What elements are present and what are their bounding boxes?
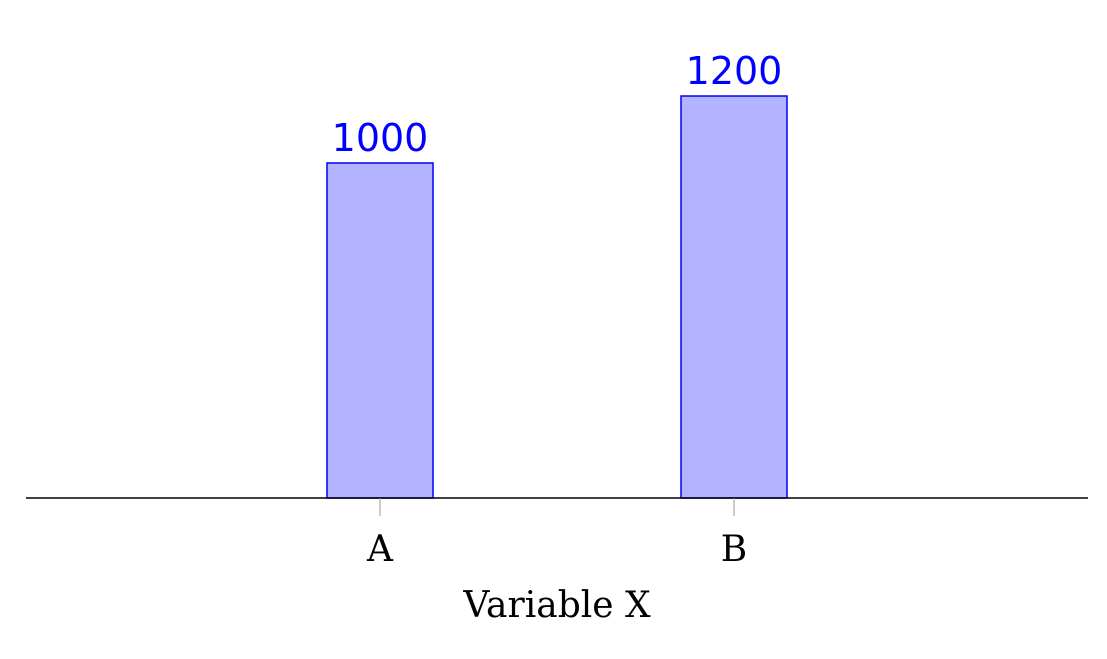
- x-tick-label-a: A: [366, 529, 394, 570]
- data-label-b: 1200: [686, 49, 783, 93]
- x-axis-label: Variable X: [462, 585, 651, 626]
- bar-a: [326, 162, 434, 499]
- x-tick-label-b: B: [721, 529, 747, 570]
- bar-b: [680, 95, 788, 499]
- bars-layer: 1000 1200: [326, 49, 788, 499]
- data-label-a: 1000: [332, 116, 429, 160]
